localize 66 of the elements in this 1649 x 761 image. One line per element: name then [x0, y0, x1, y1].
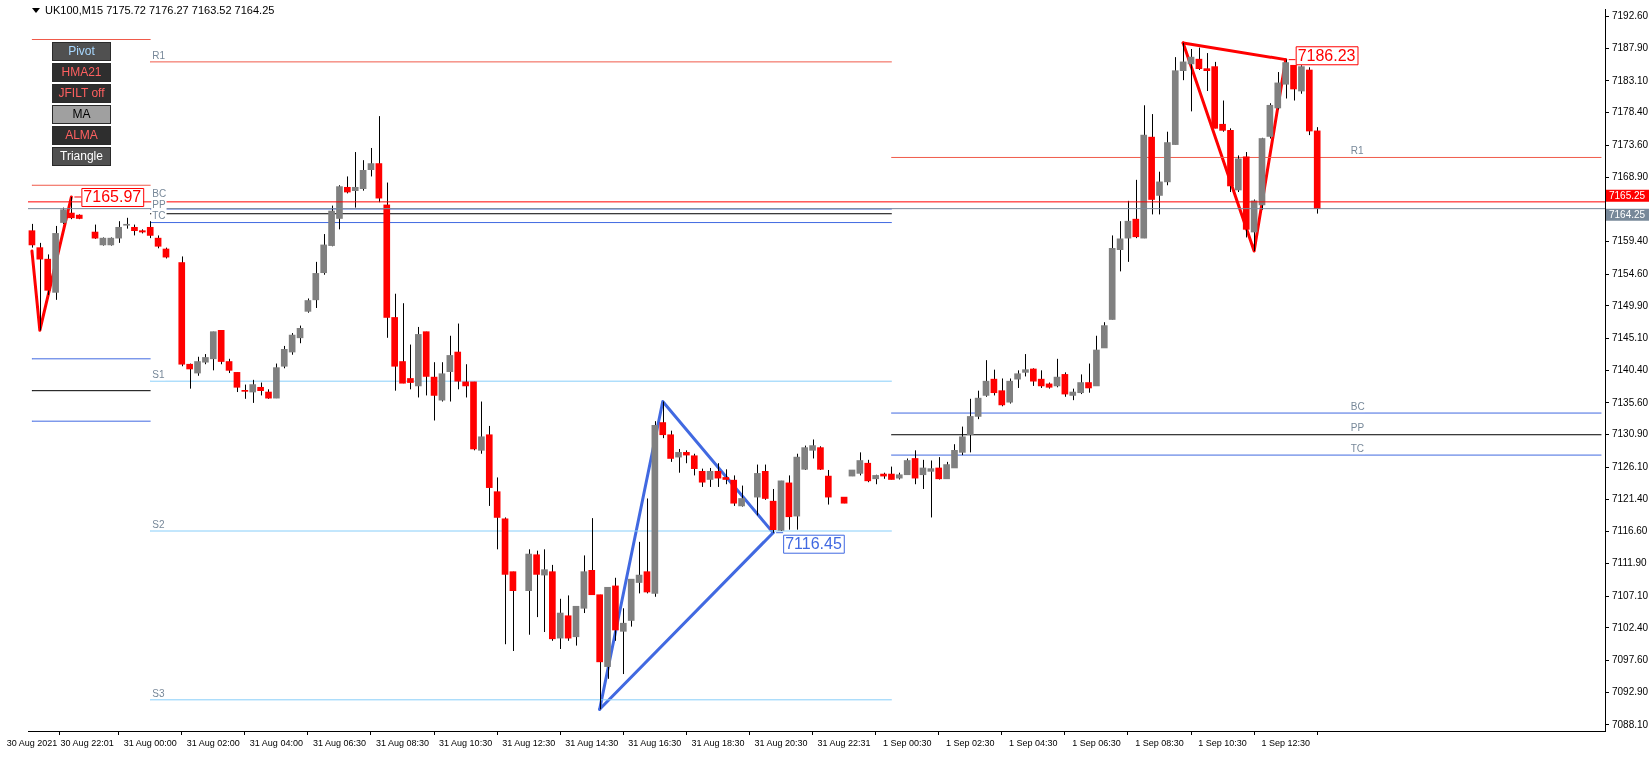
- annotation: 7165.97: [83, 188, 142, 206]
- series-label: S1: [152, 368, 165, 380]
- y-tick-label: 7173.60: [1612, 139, 1649, 151]
- chart-title: UK100,M15 7175.72 7176.27 7163.52 7164.25: [45, 4, 275, 16]
- series-label: BC: [152, 188, 167, 200]
- series-label: S3: [152, 687, 165, 699]
- indicator-toggle-button: JFILT off: [52, 84, 111, 103]
- indicator-toggle-button: MA: [52, 105, 111, 124]
- y-tick-label: 7111.90: [1612, 557, 1648, 569]
- x-tick-label: 1 Sep 04:30: [1009, 737, 1058, 748]
- series-label: PP: [152, 199, 166, 211]
- series-label: TC: [152, 210, 166, 222]
- x-tick-label: 31 Aug 18:30: [691, 737, 745, 748]
- series-label: TC: [1350, 442, 1365, 454]
- y-tick-label: 7126.10: [1612, 461, 1649, 473]
- y-tick-label: 7102.40: [1612, 621, 1649, 633]
- y-tick-label: 7192.60: [1612, 10, 1649, 22]
- x-tick-label: 31 Aug 20:30: [754, 737, 808, 748]
- annotation: 7116.45: [785, 535, 842, 553]
- x-tick-label: 31 Aug 00:00: [123, 737, 177, 748]
- y-tick-label: 7183.10: [1612, 74, 1649, 86]
- x-tick-label: 30 Aug 22:01: [60, 737, 114, 748]
- y-tick-label: 7097.60: [1612, 654, 1649, 666]
- x-tick-label: 31 Aug 22:31: [817, 737, 871, 748]
- ref-line-label: 7165.25: [1609, 190, 1646, 202]
- series-label: S2: [152, 518, 165, 530]
- y-tick-label: 7154.60: [1612, 267, 1649, 279]
- x-tick-label: 31 Aug 06:30: [312, 737, 366, 748]
- y-tick-label: 7116.60: [1612, 525, 1648, 537]
- x-tick-label: 31 Aug 12:30: [502, 737, 556, 748]
- indicator-toggle-button: HMA21: [52, 63, 111, 82]
- y-tick-label: 7145.10: [1612, 332, 1649, 344]
- y-tick-label: 7168.90: [1612, 170, 1649, 182]
- indicator-toggle-button: Pivot: [52, 42, 111, 61]
- y-tick-label: 7149.90: [1612, 299, 1649, 311]
- y-tick-label: 7130.90: [1612, 428, 1649, 440]
- y-tick-label: 7159.40: [1612, 235, 1649, 247]
- y-tick-label: 7178.40: [1612, 106, 1649, 118]
- y-tick-label: 7092.90: [1612, 686, 1649, 698]
- y-tick-label: 7140.40: [1612, 364, 1649, 376]
- x-tick-label: 1 Sep 00:30: [882, 737, 932, 748]
- series-label: BC: [1350, 400, 1365, 412]
- indicator-toggle-button: ALMA: [52, 126, 111, 145]
- ref-line-label: 7164.25: [1609, 208, 1646, 220]
- x-tick-label: 31 Aug 04:00: [249, 737, 303, 748]
- indicator-toggle-button: Triangle: [52, 147, 111, 166]
- x-tick-label: 1 Sep 02:30: [945, 737, 995, 748]
- x-tick-label: 1 Sep 06:30: [1072, 737, 1121, 748]
- series-label: PP: [1350, 422, 1365, 434]
- y-tick-label: 7135.60: [1612, 396, 1649, 408]
- x-tick-label: 1 Sep 10:30: [1198, 737, 1247, 748]
- y-tick-label: 7187.90: [1612, 42, 1649, 54]
- x-tick-label: 1 Sep 08:30: [1135, 737, 1184, 748]
- series-label: R1: [1350, 145, 1364, 157]
- x-tick-label: 1 Sep 12:30: [1261, 737, 1310, 748]
- y-tick-label: 7088.10: [1612, 718, 1649, 730]
- x-tick-label: 31 Aug 10:30: [439, 737, 493, 748]
- annotation: 7186.23: [1297, 46, 1356, 64]
- x-tick-label: 30 Aug 2021: [6, 737, 58, 748]
- series-label: R1: [152, 49, 166, 61]
- y-tick-label: 7121.40: [1612, 492, 1649, 504]
- x-tick-label: 31 Aug 16:30: [628, 737, 682, 748]
- x-tick-label: 31 Aug 02:00: [186, 737, 240, 748]
- x-tick-label: 31 Aug 14:30: [565, 737, 619, 748]
- y-tick-label: 7107.10: [1612, 589, 1649, 601]
- x-tick-label: 31 Aug 08:30: [376, 737, 430, 748]
